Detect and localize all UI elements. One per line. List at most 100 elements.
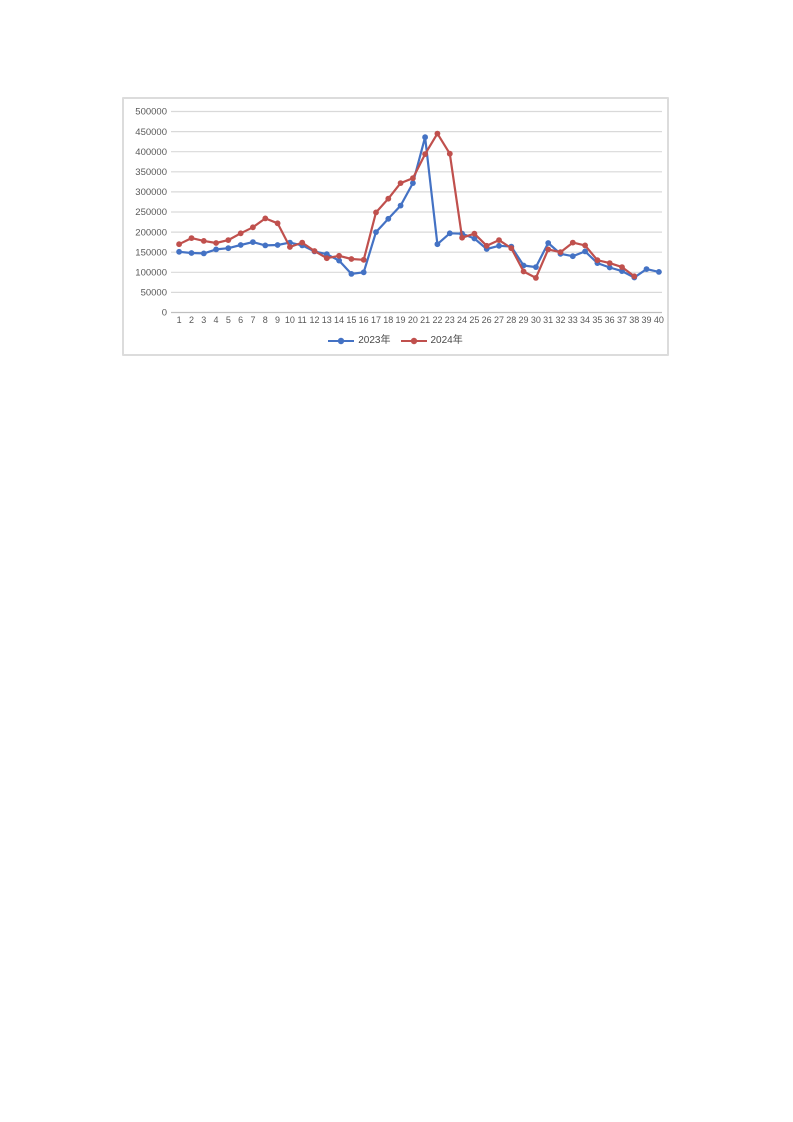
data-point-marker-2024年: [434, 130, 441, 137]
data-point-marker-2023年: [582, 248, 588, 255]
x-axis-tick-label: 13: [322, 315, 332, 325]
data-point-marker-2023年: [373, 229, 379, 236]
data-point-marker-2024年: [631, 273, 638, 280]
data-point-marker-2024年: [422, 151, 428, 157]
x-axis-tick-label: 12: [309, 315, 319, 325]
x-axis-tick-label: 26: [482, 315, 492, 325]
data-point-marker-2024年: [274, 220, 281, 227]
x-axis-tick-label: 32: [555, 315, 565, 325]
chart-panel[interactable]: 0 50000 100000 150000 200000 250000 300000 3500…: [122, 97, 669, 356]
data-point-marker-2024年: [311, 248, 318, 254]
data-point-marker-2023年: [410, 180, 416, 186]
data-point-marker-2023年: [176, 248, 182, 255]
data-point-marker-2024年: [385, 195, 392, 202]
data-point-marker-2023年: [446, 230, 453, 237]
data-point-marker-2024年: [496, 237, 502, 244]
data-point-marker-2023年: [213, 246, 219, 253]
x-axis-tick-label: 10: [285, 315, 295, 325]
x-axis-tick-label: 18: [383, 315, 393, 325]
x-axis-tick-label: 25: [469, 315, 479, 325]
data-point-marker-2024年: [213, 240, 219, 246]
data-point-marker-2024年: [508, 245, 515, 252]
x-axis-tick-label: 27: [494, 315, 504, 325]
x-axis-tick-label: 31: [543, 315, 553, 325]
data-point-marker-2024年: [188, 235, 195, 242]
x-axis-tick-label: 9: [275, 315, 280, 325]
data-point-marker-2023年: [643, 266, 650, 272]
y-axis-tick-label: 150000: [135, 247, 167, 258]
data-point-marker-2024年: [483, 242, 490, 249]
data-point-marker-2024年: [360, 256, 367, 263]
data-point-marker-2024年: [299, 239, 306, 246]
x-axis-tick-label: 17: [371, 315, 381, 325]
data-point-marker-2023年: [397, 202, 404, 209]
data-point-marker-2023年: [348, 271, 355, 277]
x-axis-tick-label: 33: [568, 315, 578, 325]
x-axis-tick-label: 34: [580, 315, 590, 325]
y-axis-tick-label: 250000: [135, 207, 167, 218]
data-point-marker-2023年: [225, 245, 232, 252]
legend-item-2023: 2023年: [328, 335, 391, 346]
x-axis-tick-label: 21: [420, 315, 430, 325]
legend-label-2023: 2023年: [358, 335, 391, 346]
x-axis-tick-label: 20: [408, 315, 418, 325]
x-axis-tick-label: 19: [396, 315, 406, 325]
y-axis-tick-label: 0: [162, 308, 167, 319]
data-point-marker-2023年: [237, 242, 244, 248]
data-point-marker-2024年: [459, 234, 465, 241]
x-axis-tick-label: 36: [605, 315, 615, 325]
data-point-marker-2024年: [336, 252, 342, 259]
data-point-marker-2023年: [656, 269, 662, 275]
data-point-marker-2023年: [619, 268, 625, 274]
y-axis-tick-label: 50000: [141, 288, 167, 299]
data-point-marker-2024年: [446, 150, 453, 157]
x-axis-tick-label: 6: [238, 315, 243, 325]
legend-label-2024: 2024年: [430, 335, 463, 346]
data-point-marker-2023年: [250, 239, 256, 246]
data-point-marker-2024年: [410, 175, 416, 182]
data-point-marker-2024年: [323, 255, 330, 262]
data-point-marker-2024年: [471, 230, 478, 237]
x-axis-tick-label: 1: [177, 315, 182, 325]
legend-item-2024: 2024年: [400, 335, 463, 346]
data-point-marker-2024年: [225, 237, 232, 244]
y-axis-tick-label: 350000: [135, 167, 167, 178]
data-point-marker-2023年: [336, 257, 342, 264]
data-point-marker-2024年: [520, 268, 527, 275]
x-axis-tick-label: 3: [201, 315, 206, 325]
x-axis-tick-label: 39: [642, 315, 652, 325]
legend-marker-2023-icon: [328, 337, 355, 345]
data-point-marker-2024年: [250, 224, 256, 231]
x-axis-tick-label: 29: [519, 315, 529, 325]
data-point-marker-2023年: [434, 241, 441, 248]
chart-legend: 2023年 2024年: [124, 331, 667, 351]
data-point-marker-2024年: [619, 264, 625, 270]
x-axis-tick-label: 11: [297, 315, 306, 325]
data-point-marker-2024年: [557, 249, 564, 256]
data-point-marker-2023年: [545, 240, 552, 246]
data-point-marker-2024年: [545, 246, 552, 253]
x-axis-tick-label: 22: [432, 315, 442, 325]
x-axis-tick-label: 24: [457, 315, 467, 325]
x-axis-tick-label: 8: [263, 315, 268, 325]
y-axis-tick-label: 300000: [135, 187, 167, 198]
data-point-marker-2023年: [360, 269, 367, 276]
data-point-marker-2024年: [262, 215, 269, 222]
data-point-marker-2023年: [274, 242, 281, 248]
data-point-marker-2024年: [287, 244, 293, 250]
data-point-marker-2024年: [348, 256, 355, 262]
data-point-marker-2024年: [533, 275, 539, 281]
series-line-2024年: [177, 132, 636, 279]
data-point-marker-2024年: [569, 239, 576, 246]
data-point-marker-2023年: [471, 235, 478, 242]
x-axis-tick-label: 4: [214, 315, 219, 325]
data-point-marker-2024年: [200, 238, 207, 244]
data-point-marker-2024年: [237, 230, 244, 237]
legend-marker-2024-icon: [400, 337, 427, 345]
data-point-marker-2024年: [582, 242, 588, 249]
x-axis-tick-label: 28: [506, 315, 516, 325]
x-axis-tick-label: 16: [359, 315, 369, 325]
data-point-marker-2024年: [373, 209, 379, 216]
data-point-marker-2024年: [594, 257, 601, 264]
